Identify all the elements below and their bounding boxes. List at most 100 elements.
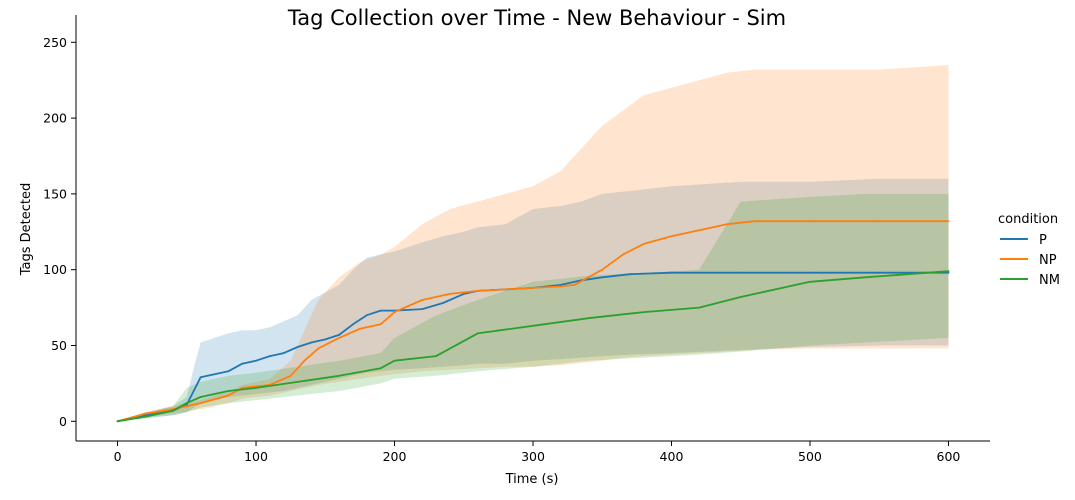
data-point-p [324,338,327,341]
data-point-nm [476,332,479,335]
x-tick-label: 200 [383,449,407,464]
data-point-p [442,302,444,304]
data-point-p [878,271,881,274]
data-point-nm [255,387,257,389]
legend-title: condition [998,212,1058,227]
data-point-np [504,288,507,291]
data-point-p [352,323,354,326]
legend-label-np: NP [1039,253,1057,268]
data-point-np [532,287,534,289]
data-point-p [670,271,673,274]
x-axis-label: Time (s) [505,472,559,487]
data-point-nm [809,280,811,283]
data-point-nm [739,296,742,298]
data-point-np [421,299,424,301]
data-point-p [338,334,340,336]
data-point-np [227,394,230,397]
legend-label-p: P [1039,233,1047,248]
data-point-p [809,271,811,274]
data-point-np [338,337,340,339]
y-tick-label: 100 [43,262,67,277]
data-point-np [393,311,396,313]
x-tick-label: 400 [660,449,684,464]
data-point-p [947,271,950,274]
data-point-p [365,314,368,317]
y-tick-label: 0 [59,414,67,429]
data-point-p [282,352,285,354]
data-point-p [255,359,257,362]
data-point-p [601,276,604,279]
data-point-p [227,370,230,373]
data-point-np [144,412,147,415]
legend-label-nm: NM [1039,273,1060,288]
data-point-nm [864,276,867,279]
band-nm [117,193,949,422]
data-point-np [809,220,811,223]
data-point-np [753,220,756,223]
y-tick-label: 50 [51,338,67,353]
data-point-np [642,243,645,245]
data-point-nm [116,420,119,423]
data-point-nm [144,415,147,418]
data-point-nm [172,409,174,412]
data-point-np [359,327,361,330]
data-point-nm [338,374,340,377]
data-point-p [739,271,742,274]
data-point-nm [532,324,534,327]
data-point-p [629,273,631,276]
data-point-nm [435,355,437,357]
data-point-np [698,229,701,232]
data-point-np [947,220,950,223]
data-point-p [241,362,244,365]
data-point-nm [379,367,382,370]
x-tick-label: 100 [244,449,268,464]
data-point-np [289,374,292,377]
data-point-np [379,323,382,326]
x-tick-label: 500 [798,449,822,464]
series-lines [116,220,950,423]
x-tick-label: 600 [937,449,961,464]
data-point-np [573,284,576,286]
y-tick-label: 250 [43,35,67,50]
y-tick-label: 200 [43,111,67,126]
y-axis-label: Tags Detected [19,183,34,277]
data-point-np [303,359,306,362]
data-point-np [726,223,728,226]
data-point-nm [698,306,701,309]
data-point-np [878,220,881,223]
data-point-np [476,290,479,292]
band-p [117,178,949,422]
data-point-nm [393,359,396,362]
data-point-nm [296,381,299,383]
data-point-p [213,373,216,376]
data-point-nm [199,396,202,398]
data-point-nm [587,317,590,320]
data-point-np [601,268,604,271]
data-point-p [269,355,271,357]
x-tick-label: 0 [114,449,122,464]
confidence-bands [117,65,949,422]
y-ticks: 0 50 100 150 200 250 [43,35,76,429]
data-point-nm [227,390,230,392]
data-point-p [310,341,313,344]
data-point-p [296,346,299,348]
data-point-np [199,402,202,404]
data-point-np [449,293,451,295]
y-tick-label: 150 [43,186,67,201]
band-np [117,65,949,422]
data-point-p [559,284,562,286]
data-point-np [241,387,244,389]
data-point-np [559,285,562,288]
data-point-p [199,376,202,379]
chart-title: Tag Collection over Time - New Behaviour… [287,6,786,30]
x-ticks: 0 100 200 300 400 500 600 [114,441,961,464]
data-point-nm [947,270,950,273]
legend: condition P NP NM [998,212,1060,288]
data-point-np [317,347,320,350]
data-point-p [421,308,424,310]
data-point-p [379,309,382,312]
data-point-np [622,253,624,256]
data-point-nm [185,402,188,404]
data-point-np [670,235,673,238]
